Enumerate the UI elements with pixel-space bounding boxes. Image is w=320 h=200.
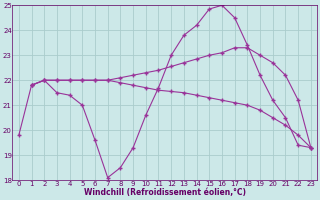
X-axis label: Windchill (Refroidissement éolien,°C): Windchill (Refroidissement éolien,°C) [84,188,246,197]
